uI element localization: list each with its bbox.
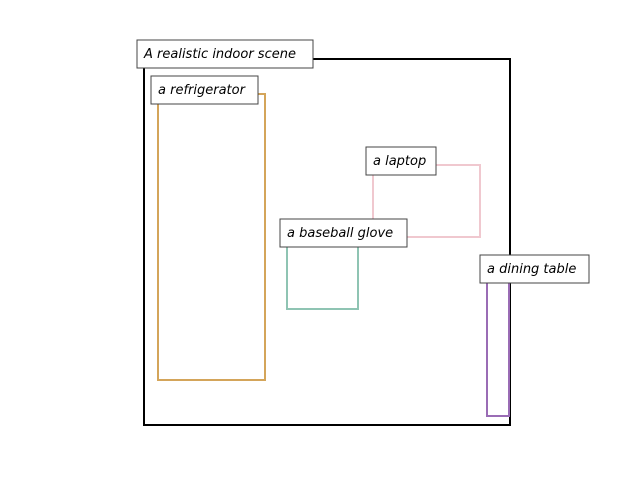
- laptop-label-text: a laptop: [373, 154, 426, 169]
- refrigerator-label: a refrigerator: [150, 75, 259, 105]
- refrigerator-label-text: a refrigerator: [158, 83, 247, 98]
- baseball-glove-label: a baseball glove: [279, 218, 408, 248]
- baseball-glove-box: [286, 236, 359, 310]
- scene-label-text: A realistic indoor scene: [143, 47, 296, 62]
- dining-table-label: a dining table: [479, 254, 590, 284]
- dining-table-label-text: a dining table: [487, 262, 576, 277]
- scene-box: [143, 58, 511, 426]
- refrigerator-box: [157, 93, 266, 381]
- baseball-glove-label-text: a baseball glove: [287, 226, 393, 241]
- dining-table-box: [486, 272, 510, 417]
- scene-label: A realistic indoor scene: [136, 39, 314, 69]
- laptop-label: a laptop: [365, 146, 437, 176]
